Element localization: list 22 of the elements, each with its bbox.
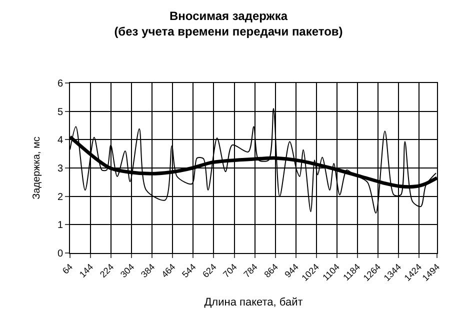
- x-tick-label: 624: [200, 262, 218, 280]
- y-tick-label: 1: [57, 220, 64, 232]
- y-tick-label: 2: [57, 192, 64, 203]
- x-tick-label: 864: [262, 262, 280, 280]
- y-axis-title: Задержка, мс: [31, 136, 42, 200]
- y-tick-label: 0: [57, 248, 64, 260]
- x-tick-label: 944: [282, 262, 300, 280]
- x-tick-label: 384: [139, 262, 157, 280]
- x-tick-label: 304: [118, 262, 136, 280]
- x-tick-label: 784: [242, 262, 260, 280]
- y-tick-label: 6: [57, 78, 64, 90]
- y-tick-label: 4: [57, 135, 64, 146]
- chart-title: Вносимая задержка (без учета времени передачи пакетов): [114, 8, 343, 39]
- x-tick-label: 224: [98, 262, 116, 280]
- y-tick-label: 3: [57, 164, 64, 174]
- x-tick-label: 464: [160, 262, 178, 280]
- x-tick-label: 704: [221, 262, 239, 280]
- x-tick-label: 544: [180, 262, 198, 280]
- x-axis-title: Длина пакета, байт: [204, 296, 303, 308]
- x-tick-label: 144: [77, 262, 96, 280]
- x-tick-label: 64: [60, 262, 75, 276]
- y-tick-label: 5: [57, 106, 64, 118]
